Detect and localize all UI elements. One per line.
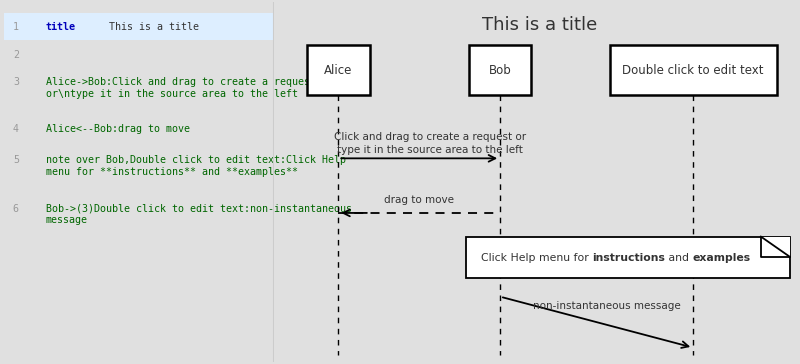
Bar [469, 46, 531, 95]
Text: 3: 3 [13, 78, 19, 87]
Text: Click and drag to create a request or
type it in the source area to the left: Click and drag to create a request or ty… [334, 131, 526, 155]
Bar [466, 237, 790, 278]
Text: Double click to edit text: Double click to edit text [622, 64, 764, 76]
Text: 6: 6 [13, 203, 19, 214]
Text: This is a title: This is a title [482, 16, 597, 34]
Text: title: title [46, 21, 76, 32]
Text: drag to move: drag to move [384, 195, 454, 205]
Text: and: and [666, 253, 693, 262]
Text: 2: 2 [13, 51, 19, 60]
Text: Bob->(3)Double click to edit text:non-instantaneous
message: Bob->(3)Double click to edit text:non-in… [46, 203, 352, 225]
Text: instructions: instructions [593, 253, 666, 262]
Text: Alice<--Bob:drag to move: Alice<--Bob:drag to move [46, 124, 190, 134]
Bar [610, 46, 777, 95]
Text: Alice: Alice [324, 64, 353, 76]
Text: 4: 4 [13, 124, 19, 134]
Text: 1: 1 [13, 21, 19, 32]
Text: non-instantaneous message: non-instantaneous message [533, 301, 681, 311]
Polygon shape [761, 237, 790, 257]
Text: examples: examples [693, 253, 751, 262]
Text: Click Help menu for: Click Help menu for [482, 253, 593, 262]
Text: Alice->Bob:Click and drag to create a request
or\ntype it in the source area to : Alice->Bob:Click and drag to create a re… [46, 78, 316, 99]
Text: note over Bob,Double click to edit text:Click Help
menu for **instructions** and: note over Bob,Double click to edit text:… [46, 155, 346, 177]
Text: This is a title: This is a title [102, 21, 198, 32]
Text: 5: 5 [13, 155, 19, 165]
Bar [307, 46, 370, 95]
Bar [4, 13, 274, 40]
Text: Bob: Bob [489, 64, 511, 76]
